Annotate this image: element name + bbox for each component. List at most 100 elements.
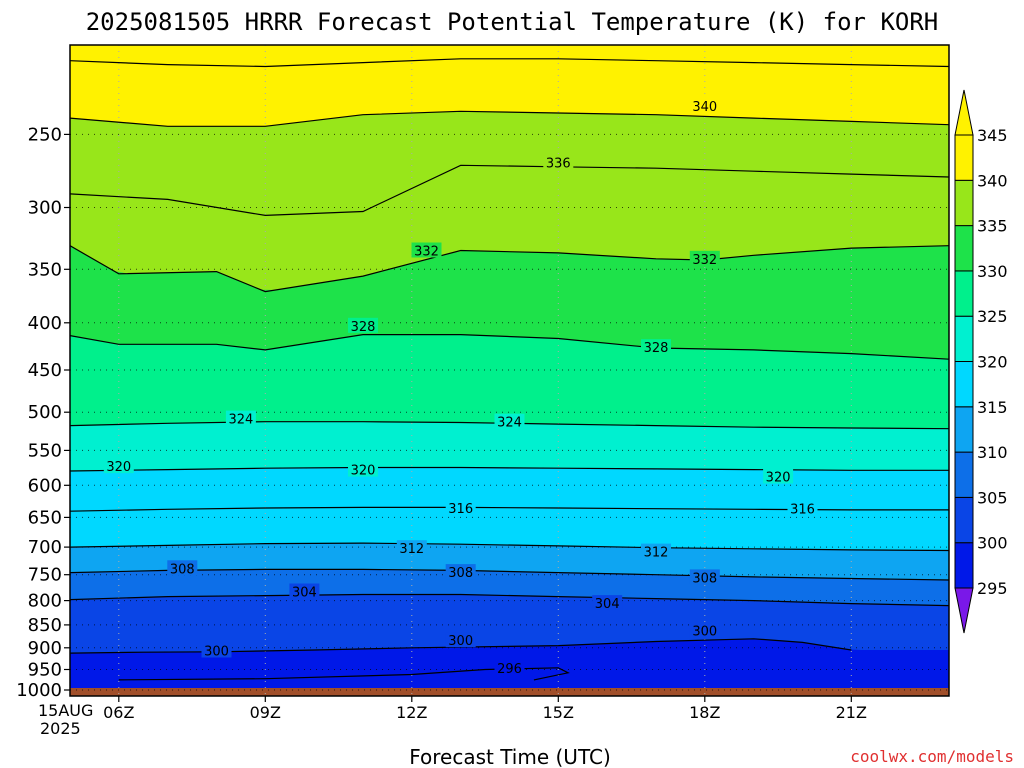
colorbar-label-300: 300 [977,534,1008,553]
contour-label-bg [641,543,671,559]
contour-328 [70,334,949,360]
colorbar-label-340: 340 [977,171,1008,190]
colorbar-swatch-315 [954,361,974,408]
colorbar-swatch-325 [954,270,974,317]
y-tick-label-800: 800 [28,591,62,612]
contour-label-bg [201,642,232,658]
contour-label-bg [103,458,134,474]
contour-label-bg [225,410,256,426]
contour-lines [70,58,949,681]
contour-label-308: 308 [170,562,195,577]
contour-label-328: 328 [351,320,376,335]
contour-320 [70,466,949,472]
ground-surface [70,688,949,696]
y-tick-label-750: 750 [28,565,62,586]
colorbar-extend-bottom [954,587,974,634]
contour-308 [70,568,949,581]
contour-label-bg [411,242,442,258]
colorbar-swatch-335 [954,179,974,227]
colorbar-label-295: 295 [977,579,1008,598]
y-axis: 2503003504004505005506006507007508008509… [16,124,70,701]
contour-label-bg [494,413,525,429]
contour-label-320: 320 [766,471,791,486]
colorbar: 295 300 305 310 315 320 325 330 335 340 345 [954,89,1008,634]
chart-title: 2025081505 HRRR Forecast Potential Tempe… [86,8,939,36]
colorbar-label-325: 325 [977,307,1008,326]
contour-332 [70,245,949,293]
contour-label-332: 332 [414,245,439,260]
contour-296 [118,667,570,681]
contour-label-bg [445,500,476,515]
contour-label-bg [167,560,198,576]
contour-label-bg [689,569,720,585]
x-axis-title: Forecast Time (UTC) [409,745,611,768]
contour-label-bg [689,622,720,638]
colorbar-swatch-295 [954,542,974,589]
contour-label-316: 316 [448,502,473,517]
contour-label-bg [641,339,671,355]
contour-label-bg [445,632,476,648]
colorbar-label-315: 315 [977,398,1008,417]
y-tick-label-1000: 1000 [16,680,62,701]
colorbar-swatch-340 [954,134,974,181]
colorbar-swatch-305 [954,451,974,498]
colorbar-label-320: 320 [977,353,1008,372]
colorbar-label-330: 330 [977,262,1008,281]
y-tick-label-850: 850 [28,615,62,636]
y-tick-label-900: 900 [28,638,62,659]
y-tick-label-700: 700 [28,537,62,558]
contour-label-312: 312 [644,546,669,561]
filled-contours [70,45,949,696]
contour-label-336: 336 [546,156,571,171]
y-tick-label-300: 300 [28,198,62,219]
contour-label-296: 296 [497,662,522,677]
y-tick-label-500: 500 [28,402,62,423]
contour-label-bg [689,98,720,114]
y-tick-label-550: 550 [28,440,62,461]
y-tick-label-400: 400 [28,313,62,334]
contour-label-332: 332 [692,253,717,268]
contour-label-bg [289,583,320,599]
gridlines [70,45,949,696]
contour-label-320: 320 [351,464,376,479]
colorbar-label-305: 305 [977,488,1008,507]
x-tick-label-06Z: 06Z [103,703,134,722]
x-tick-label-15Z: 15Z [543,703,574,722]
colorbar-swatch-330 [954,225,974,272]
plot-area: 296 300 300 300 304 304 308 308 308 312 312 316 316 3… [70,45,949,696]
contour-label-340: 340 [692,100,717,115]
contour-label-300: 300 [448,634,473,649]
contour-label-bg [689,250,720,266]
contour-label-324: 324 [228,413,253,428]
x-date-label-year: 2025 [40,719,81,738]
contour-304 [70,593,949,607]
y-tick-label-450: 450 [28,360,62,381]
colorbar-swatch-310 [954,406,974,453]
contour-label-300: 300 [204,645,229,660]
contour-label-304: 304 [595,597,620,612]
credit-text: coolwx.com/models [850,747,1014,766]
y-tick-label-950: 950 [28,660,62,681]
contour-label-312: 312 [399,542,424,557]
contour-label-304: 304 [292,586,317,601]
y-tick-label-350: 350 [28,259,62,280]
contour-label-bg [763,468,794,484]
colorbar-swatch-320 [954,315,974,363]
contour-344 [70,58,949,68]
y-tick-label-650: 650 [28,507,62,528]
contour-312 [70,542,949,552]
contour-340 [70,110,949,127]
colorbar-swatch-300 [954,496,974,544]
x-tick-label-09Z: 09Z [250,703,281,722]
x-axis: 06Z 09Z 12Z 15Z 18Z 21Z [103,696,867,722]
contour-label-bg [543,154,574,170]
y-tick-label-600: 600 [28,475,62,496]
contour-label-308: 308 [448,566,473,581]
contour-label-300: 300 [692,625,717,640]
x-tick-label-21Z: 21Z [836,703,867,722]
colorbar-label-335: 335 [977,217,1008,236]
contour-label-bg [348,317,378,333]
contour-labels: 296 300 300 300 304 304 308 308 308 312 312 316 316 3… [103,98,818,677]
contour-label-320: 320 [106,460,131,475]
